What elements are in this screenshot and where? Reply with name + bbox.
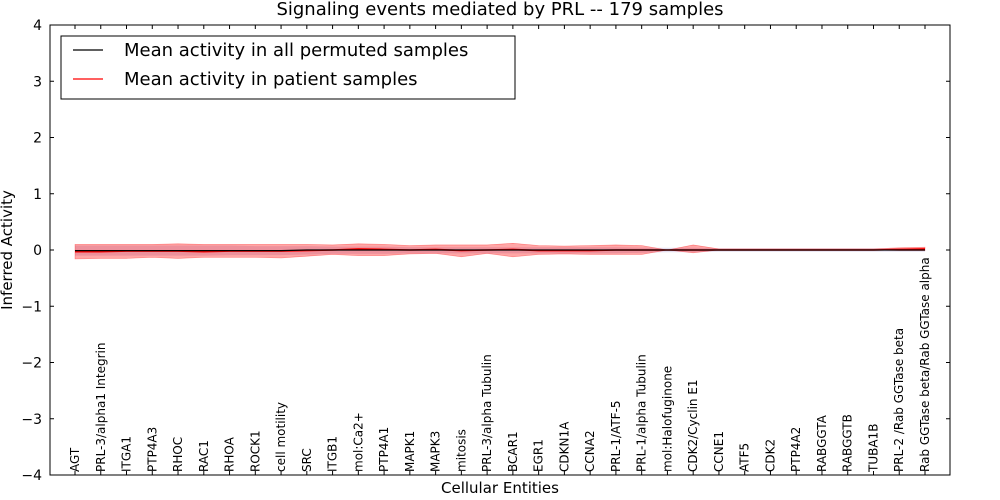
- x-category-label: ITGA1: [120, 436, 134, 472]
- y-tick-label: 3: [33, 74, 42, 90]
- legend: Mean activity in all permuted samples Me…: [60, 35, 516, 100]
- x-axis-label: Cellular Entities: [441, 479, 559, 497]
- y-tick-label: −2: [21, 356, 42, 372]
- y-tick-label: 0: [33, 243, 42, 259]
- x-category-label: ATF5: [738, 443, 752, 472]
- y-tick-label: 2: [33, 131, 42, 147]
- lines-layer: [75, 248, 926, 253]
- x-category-label: CCNE1: [712, 431, 726, 472]
- y-tick-label: −4: [21, 468, 42, 484]
- y-tick-label: 1: [33, 187, 42, 203]
- x-category-label: cell motility: [274, 402, 288, 472]
- x-category-label: mol:Halofuginone: [660, 366, 674, 472]
- x-category-label: RAC1: [197, 440, 211, 472]
- ticks-layer: −4 −3 −2 −1 0 1 2 3 4: [21, 18, 950, 484]
- x-category-label: TUBA1B: [866, 424, 880, 473]
- y-tick-label: −1: [21, 299, 42, 315]
- x-category-label: RABGGTA: [815, 414, 829, 472]
- x-category-label: Rab GGTase beta/Rab GGTase alpha: [918, 257, 932, 472]
- legend-box: [60, 35, 516, 100]
- x-category-label: MAPK3: [429, 431, 443, 472]
- x-category-label: PRL-2 /Rab GGTase beta: [892, 328, 906, 472]
- x-category-label: CDKN1A: [557, 421, 571, 472]
- y-tick-label: −3: [21, 412, 42, 428]
- x-category-label: PTP4A1: [377, 427, 391, 472]
- x-category-label: PRL-1/alpha Tubulin: [635, 354, 649, 472]
- x-category-label: ROCK1: [248, 430, 262, 472]
- x-category-label: MAPK1: [403, 431, 417, 472]
- x-category-label: PRL-3/alpha Tubulin: [480, 354, 494, 472]
- x-category-label: EGR1: [532, 439, 546, 472]
- chart-title: Signaling events mediated by PRL -- 179 …: [276, 0, 723, 20]
- x-category-label: PTP4A3: [145, 427, 159, 472]
- x-category-label: RABGGTB: [841, 414, 855, 472]
- legend-label-permuted: Mean activity in all permuted samples: [124, 40, 468, 61]
- x-category-label: PRL-3/alpha1 Integrin: [94, 343, 108, 473]
- x-category-label: SRC: [300, 448, 314, 472]
- x-category-label: CCNA2: [583, 430, 597, 472]
- y-tick-label: 4: [33, 18, 42, 34]
- legend-label-patient: Mean activity in patient samples: [124, 69, 418, 90]
- x-category-label: RHOA: [223, 436, 237, 472]
- x-category-label: PRL-1/ATF-5: [609, 400, 623, 472]
- x-category-label: mitosis: [454, 429, 468, 472]
- x-category-label: CDK2: [763, 439, 777, 472]
- category-labels: AGT PRL-3/alpha1 Integrin ITGA1 PTP4A3 RHOC R…: [68, 257, 932, 473]
- x-category-label: PTP4A2: [789, 427, 803, 472]
- y-axis-label: Inferred Activity: [0, 190, 16, 310]
- x-category-label: CDK2/Cyclin E1: [686, 379, 700, 472]
- x-category-label: BCAR1: [506, 431, 520, 472]
- x-category-label: AGT: [68, 447, 82, 472]
- x-category-label: RHOC: [171, 437, 185, 472]
- x-category-label: mol:Ca2+: [351, 412, 365, 472]
- plot-frame: [49, 24, 951, 476]
- line-permuted: [75, 249, 925, 252]
- x-category-label: ITGB1: [326, 436, 340, 472]
